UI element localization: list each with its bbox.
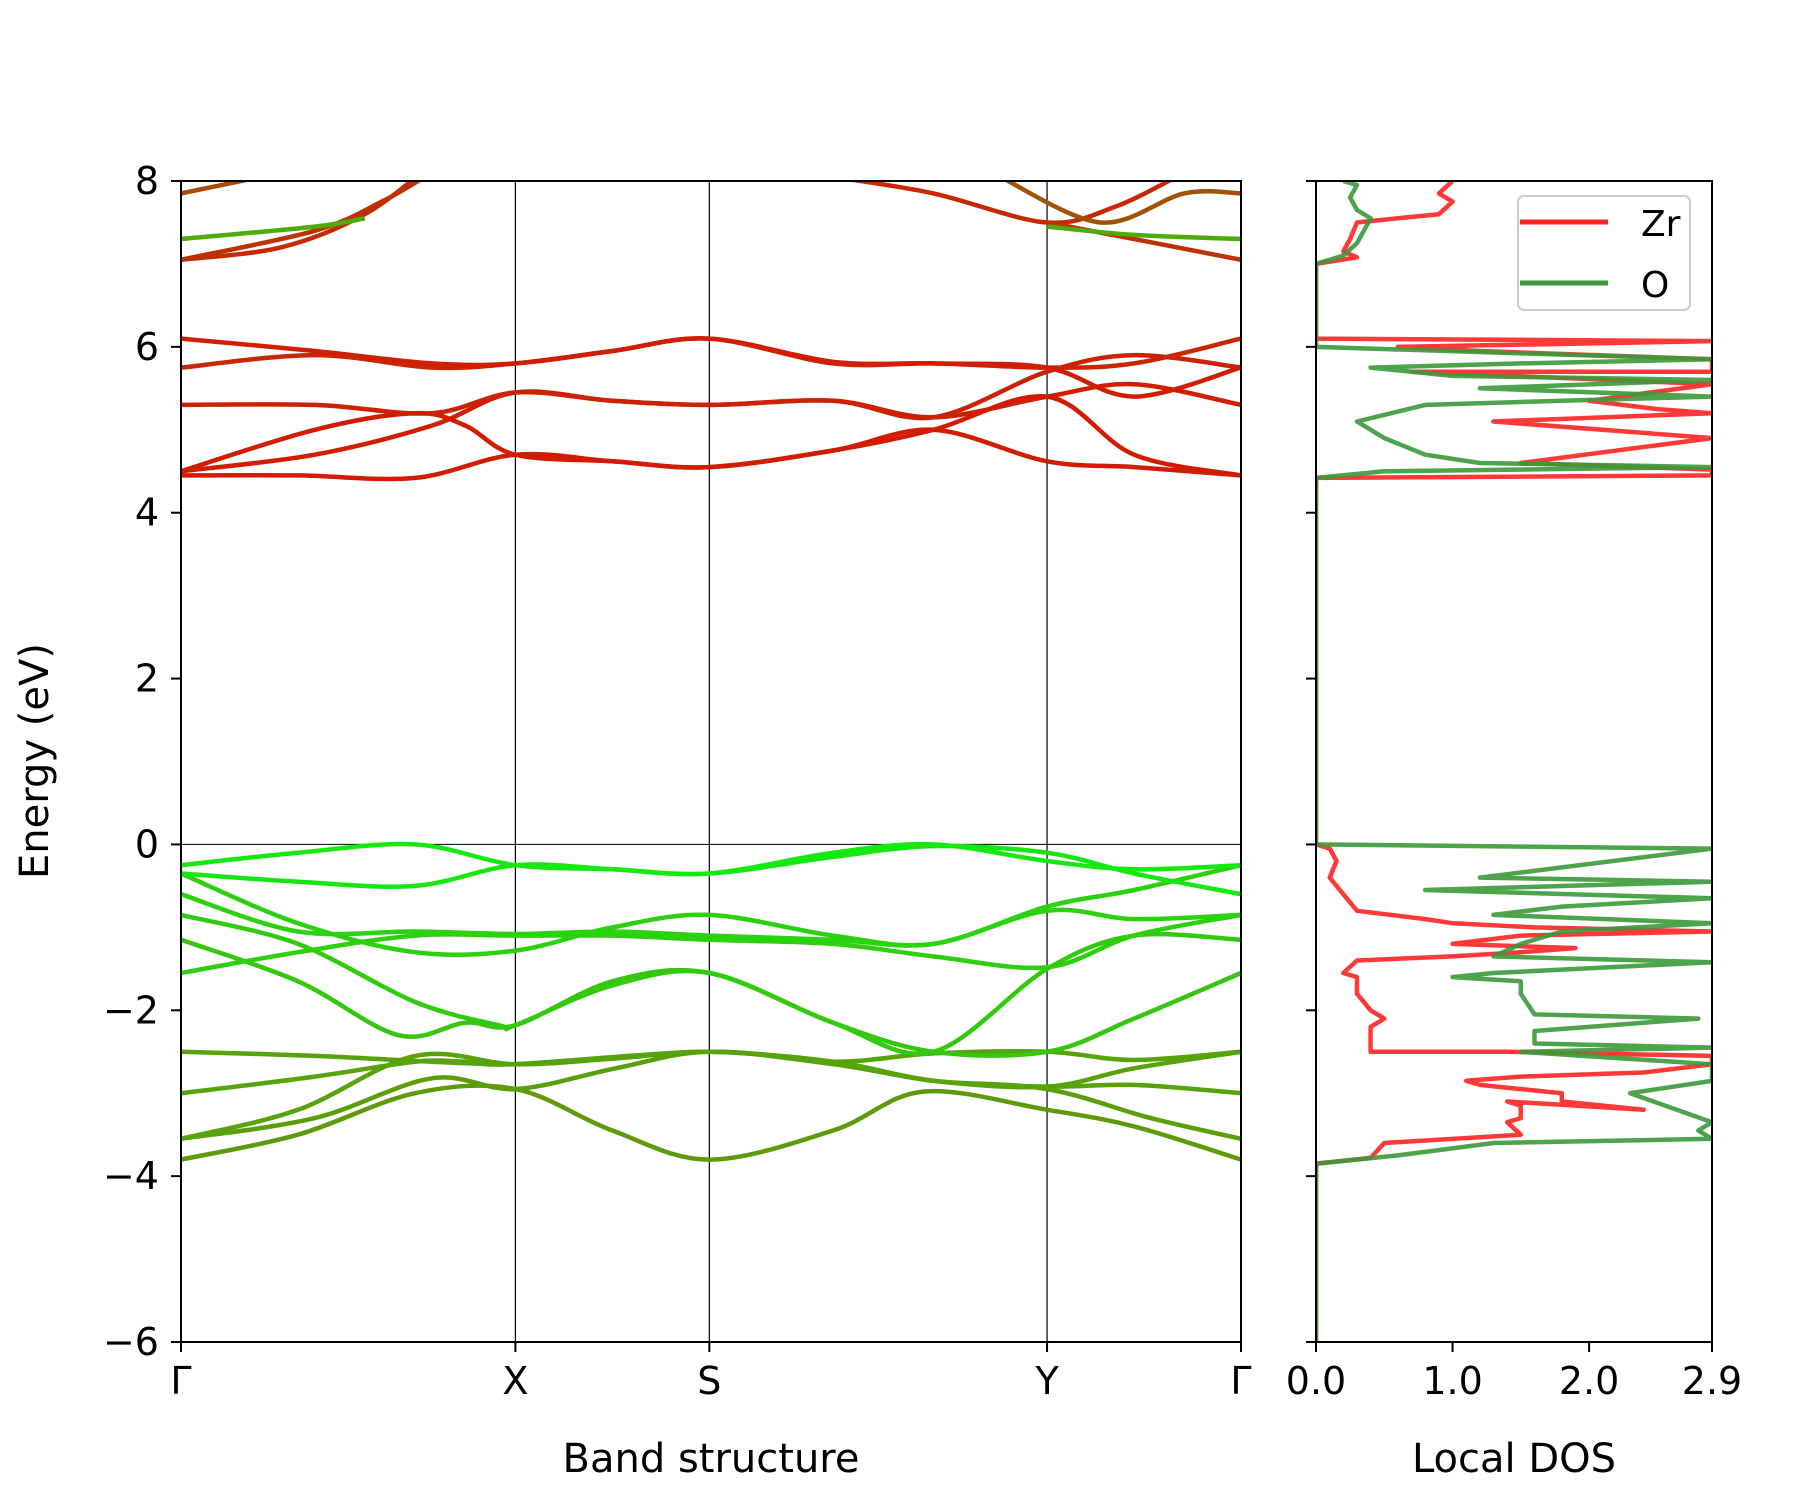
energy-tick-label: −6	[103, 1320, 159, 1364]
band-line	[181, 393, 1241, 478]
kpoint-tick-label: X	[502, 1359, 528, 1403]
energy-tick-label: 0	[135, 822, 159, 866]
dos-series-zr	[1316, 181, 1712, 1342]
band-line	[181, 892, 1241, 948]
energy-tick-label: −4	[103, 1154, 159, 1198]
energy-ylabel: Energy (eV)	[12, 643, 58, 879]
band-line	[181, 336, 1241, 399]
kpoint-tick-label: Γ	[170, 1359, 191, 1403]
dos-frame	[1315, 180, 1713, 1343]
dos-tick-label: 2.9	[1682, 1359, 1742, 1403]
kpoint-separators	[514, 181, 1048, 1342]
dos-ticks: 0.0 1.0 2.0 2.9	[1286, 1342, 1742, 1403]
band-lines	[181, 181, 1241, 1162]
legend-label-o: O	[1641, 265, 1669, 306]
legend-label-zr: Zr	[1641, 204, 1681, 245]
energy-tick-label: 4	[135, 491, 159, 535]
band-structure-panel: −6 −4 −2 0 2 4 6 8 Γ X S Y Γ Band structure Energy …	[12, 159, 1252, 1482]
kpoint-tick-label: S	[697, 1359, 721, 1403]
energy-tick-label: 2	[135, 657, 159, 701]
energy-tick-label: 8	[135, 159, 159, 203]
kpoint-tick-label: Y	[1034, 1359, 1059, 1403]
band-line	[181, 841, 1241, 877]
energy-tick-label: −2	[103, 988, 159, 1032]
dos-series-o	[1316, 181, 1712, 1342]
dos-tick-label: 2.0	[1559, 1359, 1619, 1403]
legend: Zr O	[1517, 195, 1691, 311]
energy-ticks: −6 −4 −2 0 2 4 6 8	[103, 159, 181, 1364]
band-line	[181, 181, 253, 196]
dos-tick-label: 1.0	[1422, 1359, 1482, 1403]
local-dos-panel: 0.0 1.0 2.0 2.9 Local DOS Zr O	[1286, 180, 1742, 1482]
kpoint-tick-label: Γ	[1230, 1359, 1251, 1403]
dos-tick-label: 0.0	[1286, 1359, 1346, 1403]
dos-lines	[1316, 181, 1712, 1342]
band-line	[181, 352, 1241, 421]
band-line	[1046, 220, 1241, 263]
band-line	[181, 216, 366, 242]
band-line	[181, 863, 1241, 958]
band-line	[1046, 224, 1241, 242]
energy-tick-label: 6	[135, 325, 159, 369]
band-line	[181, 1049, 1241, 1096]
band-line	[181, 912, 1241, 976]
band-line	[845, 181, 1174, 225]
band-line	[1003, 181, 1241, 225]
band-xlabel: Band structure	[563, 1436, 860, 1482]
dos-energy-ticks	[1306, 180, 1316, 1343]
band-frame	[180, 180, 1242, 1343]
band-line	[181, 1083, 1241, 1162]
dos-xlabel: Local DOS	[1412, 1436, 1616, 1482]
